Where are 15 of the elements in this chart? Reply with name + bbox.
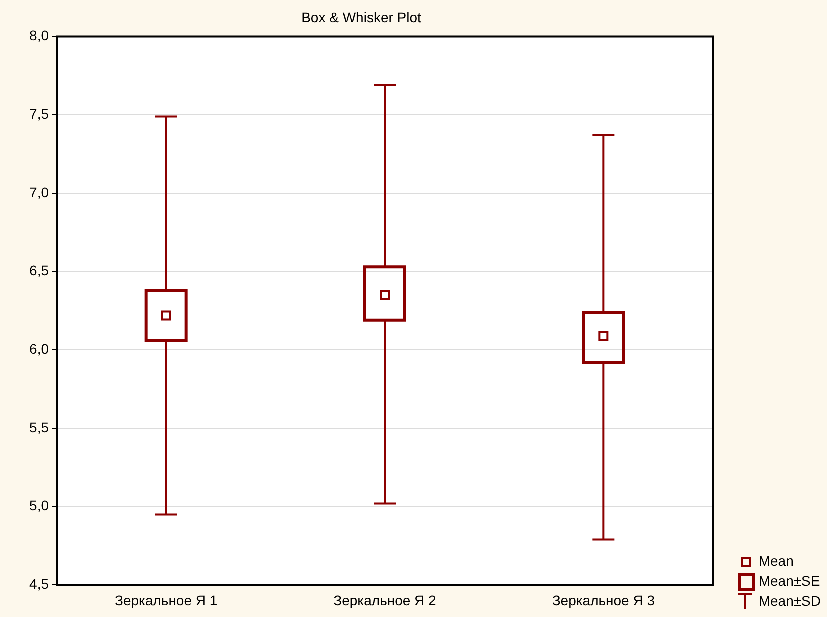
y-tick-label: 5,0: [30, 498, 50, 514]
text: Mean±SE: [758, 573, 820, 589]
y-tick-label: 5,5: [30, 419, 50, 436]
y-tick-label: 4,5: [30, 576, 50, 592]
text: Mean: [758, 553, 794, 569]
text: Mean±SD: [758, 593, 821, 609]
x-tick-label: Зеркальное Я 2: [334, 592, 437, 608]
y-tick-label: 6,5: [30, 262, 50, 279]
y-tick-label: 6,0: [30, 341, 50, 358]
y-tick-label: 7,5: [30, 106, 50, 122]
x-tick-label: Зеркальное Я 3: [552, 592, 656, 608]
x-tick-label: Зеркальное Я 1: [114, 592, 218, 608]
y-tick-label: 7,0: [30, 184, 50, 200]
chart-title: Box & Whisker Plot: [302, 9, 422, 26]
y-tick-label: 8,0: [30, 28, 50, 44]
